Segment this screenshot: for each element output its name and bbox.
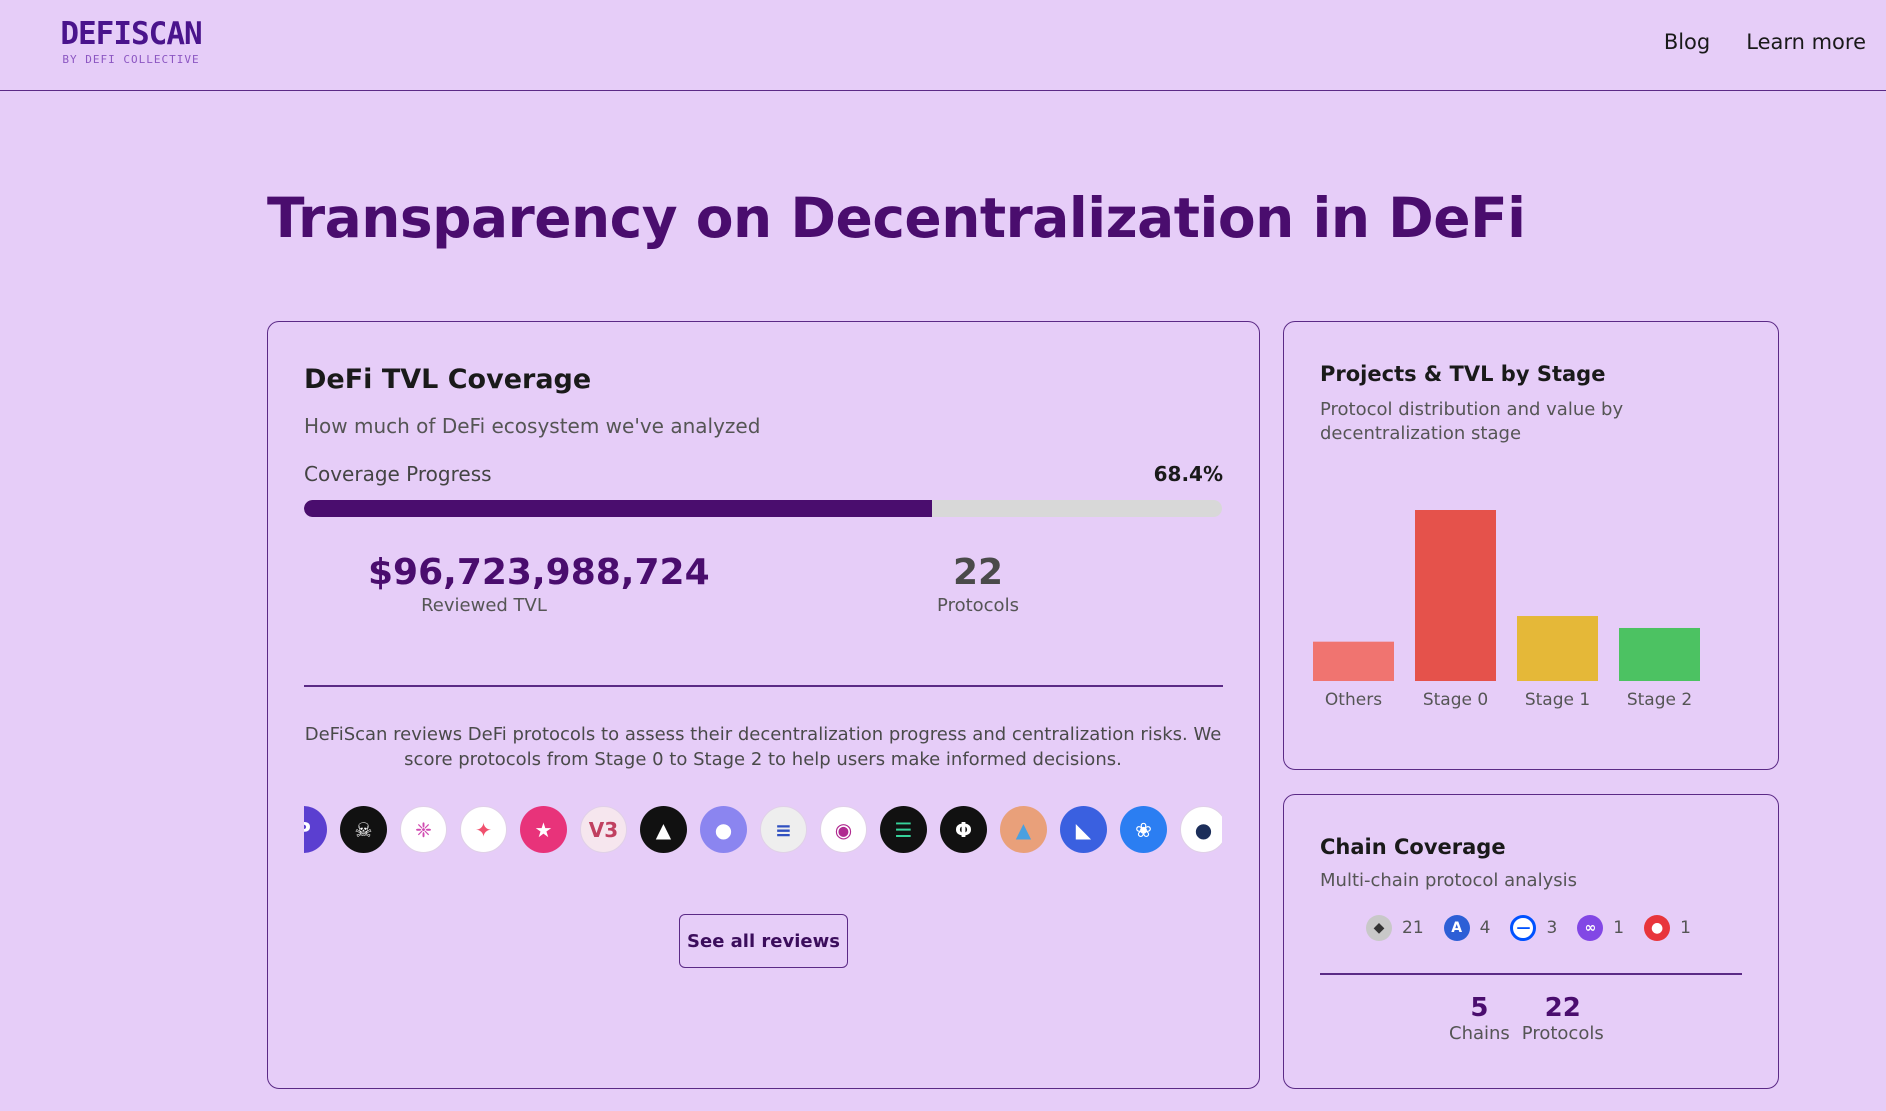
chain-summary: 5 Chains 22 Protocols <box>1449 993 1604 1044</box>
fluid-logo-icon[interactable]: ▲ <box>640 806 687 853</box>
partial-dial-logo-icon[interactable]: ● <box>1180 806 1222 853</box>
chain-divider <box>1320 973 1742 975</box>
defiscan-description: DeFiScan reviews DeFi protocols to asses… <box>304 724 1222 770</box>
x-tick-stage-1: Stage 1 <box>1525 690 1590 710</box>
stage-card-title: Projects & TVL by Stage <box>1320 362 1606 386</box>
stack-logo-icon[interactable]: ☰ <box>880 806 927 853</box>
chain-protocols-count: 22 <box>1544 993 1581 1023</box>
eye-logo-icon[interactable]: ◉ <box>820 806 867 853</box>
bar-stage-2[interactable] <box>1619 627 1700 681</box>
pink-runner-logo-icon[interactable]: ★ <box>520 806 567 853</box>
chain-card-title: Chain Coverage <box>1320 835 1506 859</box>
chain-item-ethereum: ◆ 21 <box>1366 915 1424 941</box>
nav-learn-more-link[interactable]: Learn more <box>1746 30 1866 54</box>
chain-coverage-card: Chain Coverage Multi-chain protocol anal… <box>1283 794 1779 1089</box>
coverage-progress-fill <box>304 500 932 517</box>
euler-logo-icon[interactable]: ≡ <box>760 806 807 853</box>
stage-distribution-card: Projects & TVL by Stage Protocol distrib… <box>1283 321 1779 770</box>
arbitrum-icon: A <box>1443 915 1470 941</box>
x-tick-others: Others <box>1325 690 1382 710</box>
butterfly-logo-icon[interactable]: ❀ <box>1120 806 1167 853</box>
pinwheel-logo-icon[interactable]: ❈ <box>400 806 447 853</box>
partial-p-logo-icon[interactable]: P <box>304 806 327 853</box>
base-icon: — <box>1510 915 1537 941</box>
drop-logo-icon[interactable]: ▲ <box>1000 806 1047 853</box>
see-all-reviews-button[interactable]: See all reviews <box>679 914 848 968</box>
quarter-logo-icon[interactable]: ◣ <box>1060 806 1107 853</box>
bar-stage-0[interactable] <box>1415 510 1496 681</box>
chain-count-arbitrum: 4 <box>1479 918 1491 938</box>
chain-item-optimism: ● 1 <box>1644 915 1691 941</box>
defiscan-logo[interactable]: DEFISCAN BY DEFI COLLECTIVE <box>22 16 240 66</box>
tvl-card-subtitle: How much of DeFi ecosystem we've analyze… <box>304 414 761 438</box>
x-tick-stage-2: Stage 2 <box>1627 690 1692 710</box>
reviewed-tvl-value: $96,723,988,724 <box>368 552 710 593</box>
reviewed-tvl-label: Reviewed TVL <box>421 595 547 616</box>
chain-item-polygon: ∞ 1 <box>1577 915 1624 941</box>
optimism-icon: ● <box>1644 915 1671 941</box>
ghost-logo-icon[interactable]: ● <box>700 806 747 853</box>
chain-card-subtitle: Multi-chain protocol analysis <box>1320 870 1577 891</box>
coverage-progress-value: 68.4% <box>1153 462 1223 486</box>
v3-logo-icon[interactable]: V3 <box>580 806 627 853</box>
ethereum-icon: ◆ <box>1366 915 1392 941</box>
coverage-progress-label: Coverage Progress <box>304 462 492 486</box>
tvl-card-title: DeFi TVL Coverage <box>304 364 592 395</box>
bar-stage-1[interactable] <box>1517 616 1598 681</box>
bar-others[interactable] <box>1313 641 1394 681</box>
top-nav: Blog Learn more <box>1664 30 1866 54</box>
chains-stat: 5 Chains <box>1449 993 1510 1044</box>
tvl-divider <box>304 685 1223 687</box>
site-header: DEFISCAN BY DEFI COLLECTIVE Blog Learn m… <box>0 0 1886 91</box>
x-tick-stage-0: Stage 0 <box>1423 690 1488 710</box>
protocol-logo-carousel[interactable]: P ☠ ❈ ✦ ★ V3 ▲ ● ≡ ◉ ☰ Φ ▲ ◣ ❀ ● <box>304 806 1222 858</box>
logo-wordmark: DEFISCAN <box>60 16 202 52</box>
chain-protocols-label: Protocols <box>1521 1023 1604 1044</box>
coverage-progress-bar <box>304 500 1222 517</box>
chains-label: Chains <box>1449 1023 1510 1044</box>
protocols-stat: 22 Protocols <box>908 552 1048 616</box>
chain-list: ◆ 21 A 4 — 3 ∞ 1 ● 1 <box>1366 915 1691 941</box>
reviewed-tvl-stat: $96,723,988,724 Reviewed TVL <box>368 552 710 616</box>
star-logo-icon[interactable]: ✦ <box>460 806 507 853</box>
chain-item-base: — 3 <box>1510 915 1557 941</box>
phi-logo-icon[interactable]: Φ <box>940 806 987 853</box>
logo-subtitle: BY DEFI COLLECTIVE <box>62 53 200 66</box>
chain-protocols-stat: 22 Protocols <box>1522 993 1604 1044</box>
beast-logo-icon[interactable]: ☠ <box>340 806 387 853</box>
page-title: Transparency on Decentralization in DeFi <box>267 186 1526 250</box>
chain-count-ethereum: 21 <box>1402 918 1424 938</box>
stage-card-subtitle: Protocol distribution and value by decen… <box>1320 399 1624 444</box>
nav-blog-link[interactable]: Blog <box>1663 30 1711 54</box>
protocols-count: 22 <box>952 552 1004 593</box>
chain-item-arbitrum: A 4 <box>1443 915 1491 941</box>
chain-count-optimism: 1 <box>1680 918 1691 938</box>
polygon-icon: ∞ <box>1577 915 1604 941</box>
chains-count: 5 <box>1470 993 1489 1023</box>
chain-count-base: 3 <box>1546 918 1558 938</box>
protocols-label: Protocols <box>937 595 1019 616</box>
tvl-coverage-card: DeFi TVL Coverage How much of DeFi ecosy… <box>267 321 1260 1089</box>
stage-bar-chart: Others Stage 0 Stage 1 Stage 2 <box>1313 510 1700 710</box>
chain-count-polygon: 1 <box>1613 918 1625 938</box>
